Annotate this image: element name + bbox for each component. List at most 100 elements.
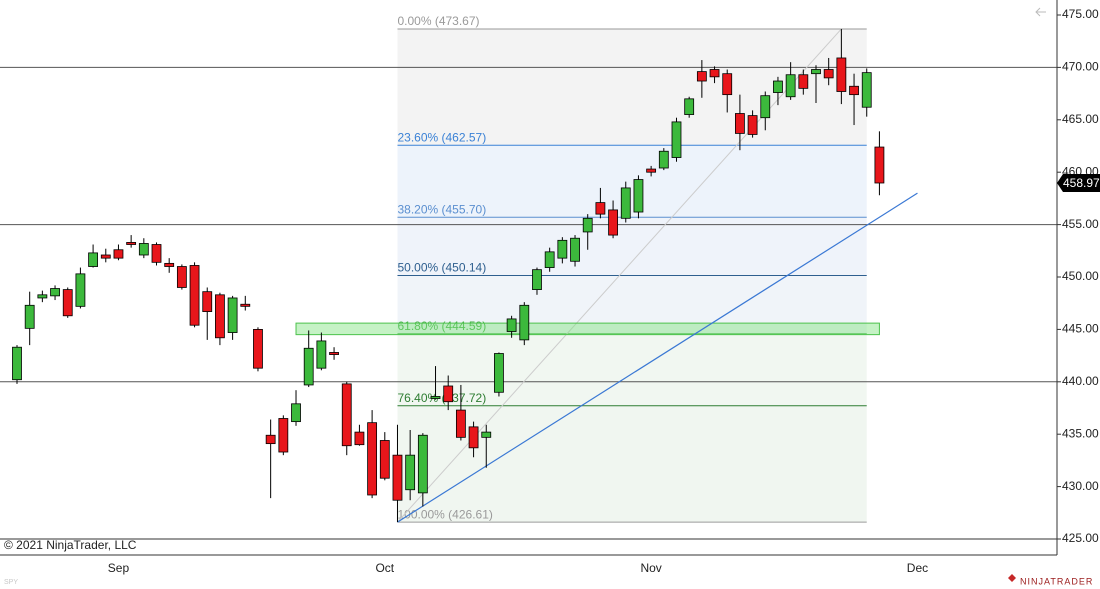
fib-label: 61.80% (444.59) [397, 319, 486, 333]
y-tick-label: 465.00 [1062, 112, 1099, 126]
candle-body [849, 85, 859, 96]
candle-body [481, 431, 492, 438]
fib-label: 50.00% (450.14) [397, 261, 486, 275]
candle-body [532, 269, 542, 290]
candle-body [75, 273, 86, 307]
candle-body [658, 150, 669, 169]
y-tick-label: 430.00 [1062, 479, 1099, 493]
y-tick-label: 450.00 [1062, 269, 1099, 283]
candle-body [316, 340, 327, 369]
candle-body [37, 294, 48, 299]
candle-body [126, 242, 137, 245]
price-label: 458.97 [1063, 176, 1100, 190]
candle-body [811, 69, 821, 75]
candle-body [455, 409, 466, 438]
candle-body [735, 113, 745, 134]
candle-body [684, 98, 695, 115]
fib-label: 100.00% (426.61) [397, 507, 492, 521]
candle-body [151, 244, 162, 263]
candle-body [62, 289, 73, 317]
candle-body [671, 121, 682, 158]
fib-band [397, 28, 867, 146]
fib-band [397, 405, 867, 523]
y-tick-label: 470.00 [1062, 60, 1099, 74]
candle-body [291, 403, 301, 423]
candle-body [138, 243, 149, 256]
candle-body [215, 294, 225, 339]
candle-body [253, 328, 263, 369]
candle-body [468, 426, 479, 449]
candle-body [874, 146, 885, 184]
x-tick-label: Sep [108, 561, 130, 575]
fib-label: 23.60% (462.57) [397, 130, 486, 144]
candle-body [202, 291, 213, 312]
price-marker [1057, 173, 1100, 192]
fib-band [397, 275, 867, 334]
candle-body [329, 352, 339, 355]
candle-body [696, 71, 707, 82]
candle-body [405, 454, 416, 491]
fib-label: 0.00% (473.67) [397, 14, 479, 28]
x-tick-label: Oct [375, 561, 394, 575]
candle-body [595, 202, 606, 215]
candle-body [176, 266, 187, 288]
candle-body [341, 383, 352, 447]
copyright: © 2021 NinjaTrader, LLC [4, 538, 137, 552]
candle-body [760, 95, 771, 119]
fib-band [397, 217, 867, 276]
candle-body [417, 434, 428, 494]
candle-body [443, 385, 454, 403]
candle-body [240, 303, 251, 307]
candle-body [88, 252, 98, 267]
candle-body [608, 209, 618, 236]
y-tick-label: 475.00 [1062, 7, 1099, 21]
candle-body [164, 262, 175, 267]
candle-body [265, 434, 276, 445]
candle-body [709, 69, 720, 78]
candle-body [494, 353, 504, 393]
candle-body [722, 73, 733, 96]
candle-body [12, 346, 22, 381]
x-tick-label: Dec [907, 561, 928, 575]
candle-body [379, 440, 390, 479]
candle-body [303, 347, 314, 386]
candle-body [519, 304, 530, 341]
candle-body [582, 217, 593, 233]
fib-label: 38.20% (455.70) [397, 202, 486, 216]
x-tick-label: Nov [640, 561, 661, 575]
candle-body [620, 187, 631, 219]
y-tick-label: 440.00 [1062, 374, 1099, 388]
back-arrow[interactable] [1035, 7, 1046, 17]
candle-body [113, 249, 124, 259]
trend-line [397, 192, 918, 523]
candle-body [50, 288, 60, 297]
brand-icon [1008, 574, 1016, 582]
candle-body [557, 239, 568, 259]
candle-body [798, 74, 809, 89]
candle-body [24, 304, 35, 329]
candle-body [430, 396, 441, 399]
candle-body [100, 254, 111, 259]
fib-band [397, 145, 867, 218]
candle-body [747, 115, 758, 135]
candle-body [836, 57, 847, 92]
y-tick-label: 425.00 [1062, 531, 1099, 545]
candle-body [354, 431, 365, 446]
zone [295, 322, 880, 336]
candle-body [633, 179, 644, 213]
candle-body [392, 454, 403, 501]
candle-body [544, 251, 555, 268]
candle-body [189, 265, 200, 326]
candle-body [646, 168, 657, 173]
candle-body [278, 418, 289, 453]
y-tick-label: 455.00 [1062, 217, 1099, 231]
y-tick-label: 435.00 [1062, 426, 1099, 440]
fib-label: 76.40% (437.72) [397, 391, 486, 405]
candle-body [861, 72, 872, 108]
candle-body [227, 297, 238, 333]
instrument: SPY [4, 579, 18, 586]
y-tick-label: 445.00 [1062, 322, 1099, 336]
candle-body [570, 237, 580, 262]
candle-body [785, 74, 796, 98]
